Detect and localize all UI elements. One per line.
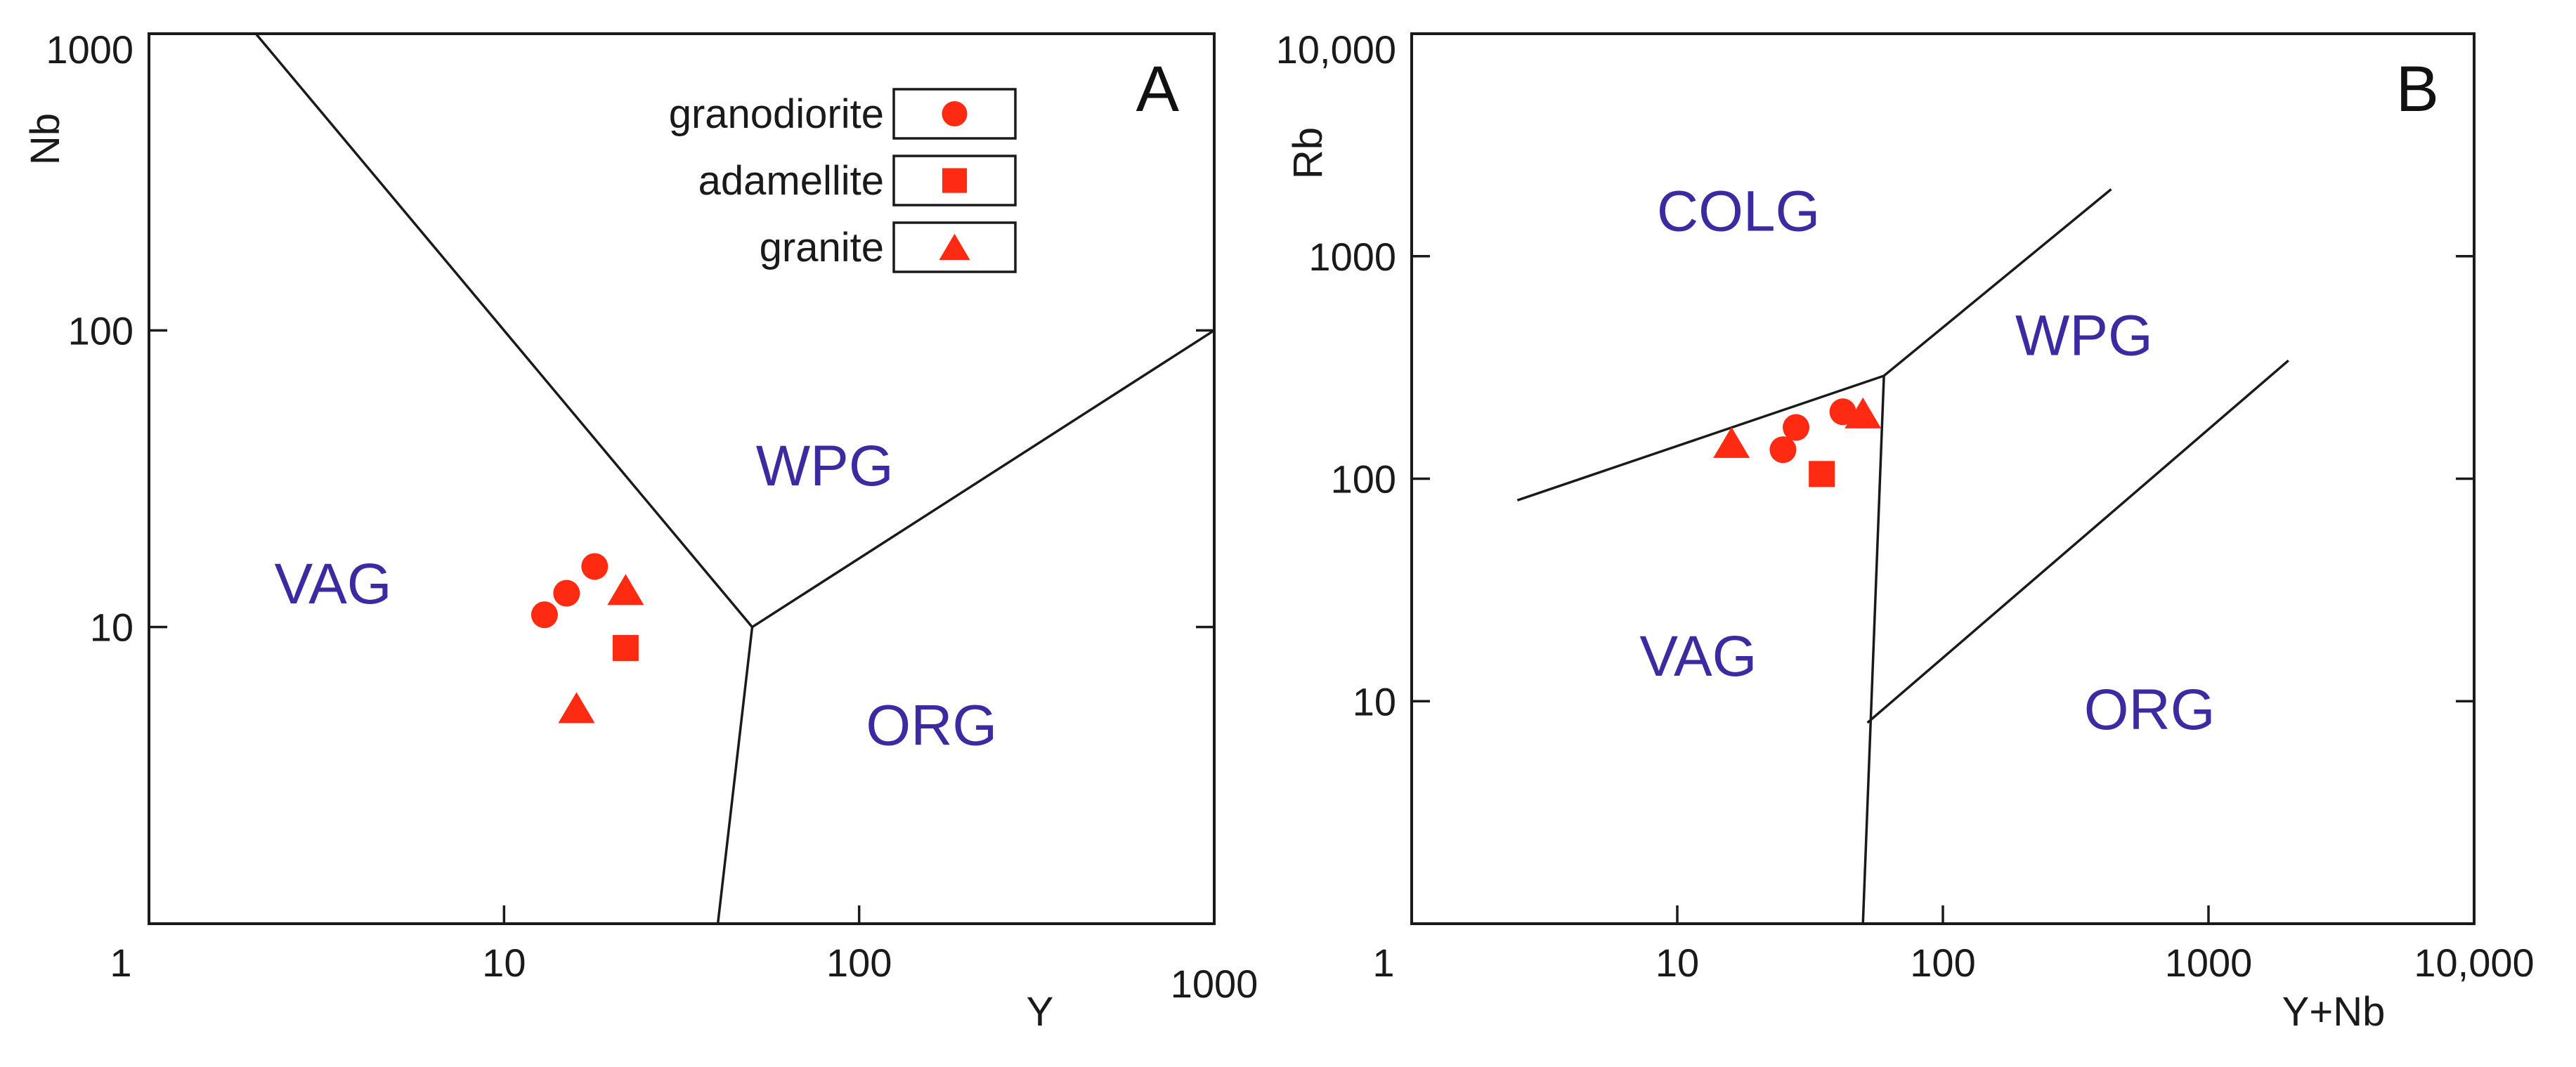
- x-tick-label: 1: [1372, 941, 1394, 985]
- granite-point: [607, 574, 644, 605]
- x-tick-label: 1: [110, 941, 131, 985]
- region-label-org: ORG: [866, 694, 997, 758]
- adamellite-point: [612, 634, 639, 661]
- y-tick-label: 10: [90, 605, 134, 650]
- x-tick-label: 100: [826, 941, 892, 985]
- granodiorite-point: [1829, 398, 1856, 426]
- y-tick-label: 100: [68, 308, 134, 353]
- y-tick-label: 10: [1353, 679, 1396, 724]
- x-tick-label: 1000: [1171, 962, 1258, 1006]
- legend-label: granite: [760, 225, 884, 270]
- region-label-colg: COLG: [1657, 180, 1820, 244]
- region-label-vag: VAG: [1639, 624, 1757, 688]
- legend-label: granodiorite: [669, 91, 884, 137]
- granite-point: [1845, 397, 1882, 428]
- legend-marker-circle: [942, 100, 968, 127]
- granodiorite-point: [531, 601, 558, 629]
- field-boundary-3: [1866, 359, 2289, 724]
- y-tick-label: 100: [1331, 457, 1396, 502]
- region-label-vag: VAG: [274, 552, 391, 616]
- legend: granodiorite adamellite granite: [669, 88, 1017, 273]
- y-tick-label: 1000: [1308, 235, 1396, 279]
- panel-label: A: [1136, 53, 1180, 125]
- legend-item-granodiorite: granodiorite: [669, 88, 1017, 140]
- granodiorite-point: [1769, 436, 1797, 464]
- adamellite-point: [1809, 461, 1835, 487]
- x-axis-title: Y: [1027, 989, 1054, 1035]
- legend-item-granite: granite: [760, 221, 1017, 273]
- granodiorite-point: [1783, 414, 1810, 441]
- granite-point: [558, 692, 595, 724]
- y-tick-label: 10,000: [1276, 27, 1396, 72]
- y-axis-title: Nb: [22, 113, 68, 165]
- granite-point: [1713, 426, 1750, 458]
- legend-marker-triangle: [939, 233, 970, 261]
- plot-frame: [1410, 32, 2476, 925]
- x-tick-label: 1000: [2165, 941, 2253, 985]
- x-tick-label: 10,000: [2414, 941, 2534, 985]
- panel-label: B: [2396, 53, 2439, 125]
- y-axis-title: Rb: [1285, 127, 1331, 179]
- region-label-wpg: WPG: [756, 434, 894, 498]
- plot-frame: [148, 32, 1216, 925]
- y-tick-label: 1000: [46, 27, 134, 72]
- field-boundary-2: [751, 329, 1215, 629]
- chart-panel-a: 1 10 100 1000 10 100 1000 Y Nb A WPG VAG ORG granodio…: [22, 27, 1258, 1035]
- legend-item-adamellite: adamellite: [698, 155, 1017, 207]
- x-tick-label: 10: [1655, 941, 1699, 985]
- granodiorite-point: [581, 553, 609, 580]
- region-label-wpg: WPG: [2015, 303, 2153, 367]
- x-tick-label: 100: [1910, 941, 1975, 985]
- chart-panel-b: 1 10 100 1000 10,000 10 100 1000 10,000 Y+Nb Rb B CO…: [1276, 27, 2535, 1035]
- region-label-org: ORG: [2084, 678, 2216, 742]
- x-axis-title: Y+Nb: [2282, 989, 2386, 1035]
- field-boundary-2: [1861, 375, 1885, 924]
- x-tick-label: 10: [482, 941, 526, 985]
- field-boundary-1: [254, 32, 754, 924]
- granodiorite-point: [553, 580, 580, 607]
- legend-label: adamellite: [698, 158, 884, 204]
- legend-marker-square: [942, 168, 968, 193]
